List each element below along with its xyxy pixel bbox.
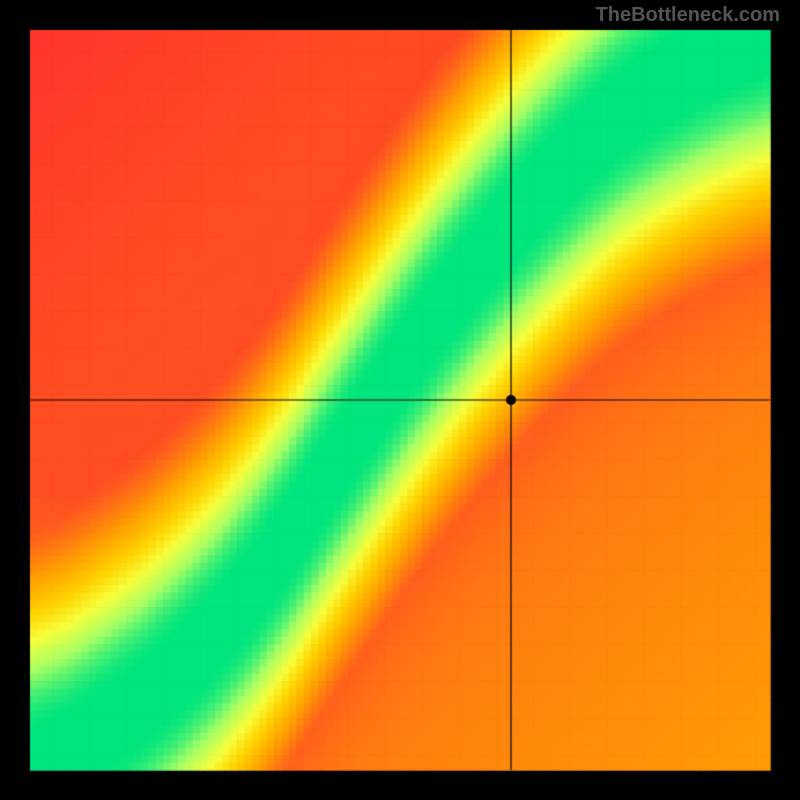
bottleneck-heatmap — [0, 0, 800, 800]
watermark-text: TheBottleneck.com — [596, 4, 780, 27]
chart-container: TheBottleneck.com — [0, 0, 800, 800]
